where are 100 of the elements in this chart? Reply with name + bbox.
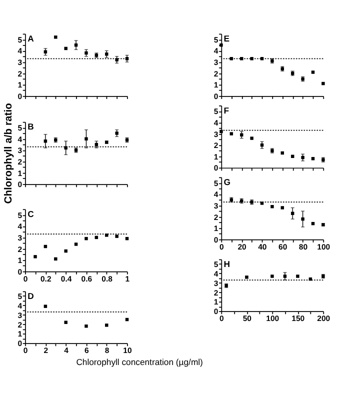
point bbox=[54, 36, 58, 39]
y-tick-label: 3 bbox=[214, 202, 219, 210]
x-tick-label: 2 bbox=[44, 346, 49, 356]
x-tick-label: 0.6 bbox=[81, 274, 93, 284]
point bbox=[74, 242, 78, 246]
annotation: D bbox=[28, 291, 34, 302]
x-tick-label: 8 bbox=[104, 346, 110, 356]
y-tick-label: 2 bbox=[214, 141, 219, 150]
y-tick-label: 2 bbox=[18, 158, 23, 167]
y-tick-label: 4 bbox=[18, 46, 23, 56]
y-tick-label: 2 bbox=[18, 69, 23, 78]
point bbox=[115, 234, 118, 238]
point bbox=[64, 249, 68, 253]
point bbox=[54, 257, 58, 261]
annotation: G bbox=[224, 176, 231, 187]
y-tick-label: 5 bbox=[18, 210, 23, 220]
y-tick-label: 0 bbox=[18, 180, 22, 190]
y-tick-label: 4 bbox=[18, 134, 23, 144]
x-tick-label: 1 bbox=[125, 274, 130, 284]
x-tick-label: 0.8 bbox=[102, 274, 114, 284]
x-tick-label: 50 bbox=[242, 314, 252, 324]
point bbox=[322, 82, 325, 86]
y-tick-label: 3 bbox=[214, 130, 219, 139]
annotation: B bbox=[28, 122, 34, 132]
y-tick-label: 4 bbox=[18, 301, 23, 310]
point bbox=[280, 206, 284, 210]
y-tick-label: 5 bbox=[214, 260, 219, 270]
y-tick-label: 0 bbox=[214, 307, 218, 316]
x-tick-label: 200 bbox=[317, 314, 330, 324]
annotation: C bbox=[28, 208, 34, 219]
point bbox=[64, 46, 68, 50]
point bbox=[64, 320, 68, 324]
x-tick-label: 100 bbox=[266, 314, 280, 324]
y-tick-label: 1 bbox=[18, 168, 23, 178]
x-tick-label: 80 bbox=[298, 242, 308, 252]
y-tick-label: 0 bbox=[18, 339, 22, 348]
y-tick-label: 3 bbox=[18, 233, 23, 242]
y-tick-label: 0 bbox=[214, 92, 218, 101]
x-tick-label: 40 bbox=[258, 242, 267, 252]
point bbox=[250, 136, 254, 140]
annotation: E bbox=[224, 34, 230, 44]
y-tick-label: 5 bbox=[18, 35, 23, 44]
point bbox=[44, 304, 48, 308]
y-tick-label: 2 bbox=[214, 288, 219, 298]
y-axis-title: Chlorophyll a/b ratio bbox=[4, 103, 15, 204]
y-tick-label: 1 bbox=[214, 80, 219, 90]
y-tick-label: 5 bbox=[214, 178, 219, 188]
x-axis-title: Chlorophyll concentration (µg/ml) bbox=[76, 357, 204, 368]
y-tick-label: 3 bbox=[18, 58, 23, 68]
point bbox=[84, 324, 88, 328]
y-tick-label: 0 bbox=[214, 164, 218, 173]
point bbox=[34, 255, 37, 258]
y-tick-label: 2 bbox=[18, 320, 23, 330]
y-tick-label: 2 bbox=[214, 69, 219, 78]
y-tick-label: 4 bbox=[214, 46, 219, 56]
y-tick-label: 4 bbox=[18, 222, 23, 232]
y-tick-label: 5 bbox=[214, 35, 219, 44]
y-tick-label: 1 bbox=[214, 298, 219, 307]
annotation: H bbox=[224, 259, 230, 270]
y-tick-label: 0 bbox=[18, 92, 22, 101]
y-tick-label: 0 bbox=[214, 235, 218, 244]
x-tick-label: 10 bbox=[123, 346, 132, 356]
x-tick-label: 0.2 bbox=[40, 274, 52, 284]
point bbox=[311, 70, 315, 74]
y-tick-label: 3 bbox=[18, 146, 23, 156]
point bbox=[230, 132, 234, 136]
point bbox=[84, 236, 88, 240]
annotation: F bbox=[224, 105, 230, 116]
x-tick-label: 4 bbox=[64, 346, 70, 356]
y-tick-label: 1 bbox=[214, 224, 219, 234]
point bbox=[105, 324, 108, 327]
y-tick-label: 1 bbox=[18, 256, 23, 266]
point bbox=[115, 132, 118, 135]
y-tick-label: 5 bbox=[18, 292, 23, 301]
y-tick-label: 1 bbox=[18, 330, 23, 339]
x-tick-label: 100 bbox=[317, 242, 330, 252]
x-tick-label: 20 bbox=[238, 242, 246, 252]
x-tick-label: 0.4 bbox=[60, 274, 72, 284]
y-tick-label: 5 bbox=[214, 107, 219, 116]
point bbox=[250, 57, 254, 60]
point bbox=[270, 274, 274, 278]
y-tick-label: 4 bbox=[214, 118, 219, 128]
point bbox=[220, 130, 223, 134]
y-tick-label: 3 bbox=[214, 58, 219, 68]
y-tick-label: 1 bbox=[18, 80, 23, 90]
point bbox=[84, 137, 88, 140]
y-tick-label: 2 bbox=[214, 212, 219, 222]
y-tick-label: 0 bbox=[18, 267, 22, 276]
y-tick-label: 3 bbox=[18, 310, 23, 320]
y-tick-label: 4 bbox=[214, 190, 219, 200]
y-tick-label: 3 bbox=[214, 278, 219, 288]
x-tick-label: 150 bbox=[292, 314, 305, 324]
x-tick-label: 60 bbox=[278, 242, 288, 252]
y-tick-label: 1 bbox=[214, 152, 219, 162]
point bbox=[311, 157, 315, 160]
x-tick-label: 6 bbox=[84, 346, 90, 356]
annotation: A bbox=[28, 34, 34, 44]
y-tick-label: 5 bbox=[18, 124, 23, 133]
point bbox=[296, 274, 300, 278]
point bbox=[270, 204, 274, 208]
